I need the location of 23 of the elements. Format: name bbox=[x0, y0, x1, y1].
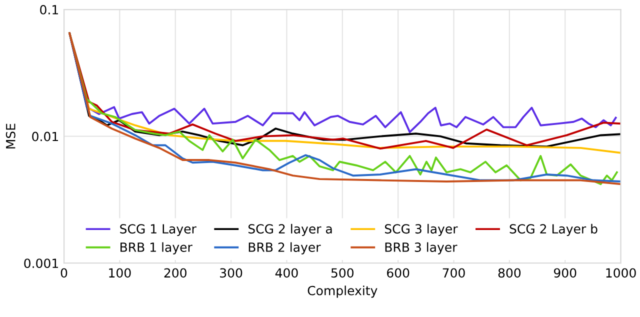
x-tick-label: 400 bbox=[275, 268, 298, 278]
legend-label: SCG 2 layer a bbox=[248, 224, 332, 236]
x-axis-title: Complexity bbox=[308, 286, 378, 298]
legend-label: SCG 1 Layer bbox=[120, 224, 196, 236]
y-tick-label: 0.001 bbox=[24, 258, 58, 268]
legend-label: SCG 3 layer bbox=[384, 224, 458, 236]
x-tick-label: 200 bbox=[164, 268, 186, 278]
x-tick-label: 300 bbox=[220, 268, 242, 278]
x-tick-label: 600 bbox=[387, 268, 410, 278]
x-tick-label: 800 bbox=[498, 268, 521, 278]
x-tick-label: 900 bbox=[554, 268, 576, 278]
y-axis-title: MSE bbox=[6, 124, 16, 148]
x-tick-label: 1000 bbox=[606, 268, 636, 278]
legend-label: BRB 3 layer bbox=[385, 242, 458, 254]
legend-label: BRB 2 layer bbox=[248, 242, 321, 254]
x-tick-label: 500 bbox=[331, 268, 354, 278]
x-tick-label: 700 bbox=[442, 268, 465, 278]
legend-label: BRB 1 layer bbox=[120, 242, 192, 254]
y-tick-label: 0.1 bbox=[40, 4, 58, 14]
legend-label: SCG 2 Layer b bbox=[510, 224, 598, 236]
x-tick-label: 0 bbox=[60, 268, 68, 278]
y-tick-label: 0.01 bbox=[32, 132, 58, 142]
x-tick-label: 100 bbox=[109, 268, 131, 278]
